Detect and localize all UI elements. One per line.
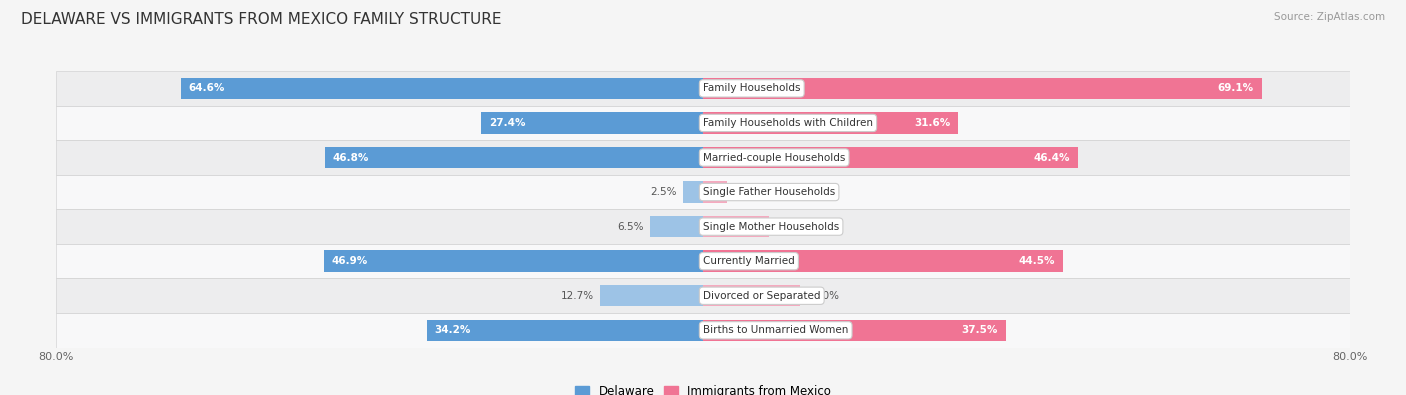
Bar	[600, 285, 703, 307]
Text: Divorced or Separated: Divorced or Separated	[703, 291, 821, 301]
Text: 12.7%: 12.7%	[561, 291, 593, 301]
Bar	[56, 140, 1350, 175]
Bar	[703, 112, 959, 134]
Text: 34.2%: 34.2%	[434, 325, 471, 335]
Text: 3.0%: 3.0%	[734, 187, 761, 197]
Bar	[703, 78, 1261, 99]
Bar	[56, 278, 1350, 313]
Text: DELAWARE VS IMMIGRANTS FROM MEXICO FAMILY STRUCTURE: DELAWARE VS IMMIGRANTS FROM MEXICO FAMIL…	[21, 12, 502, 27]
Bar	[703, 250, 1063, 272]
Bar	[481, 112, 703, 134]
Text: Currently Married: Currently Married	[703, 256, 794, 266]
Legend: Delaware, Immigrants from Mexico: Delaware, Immigrants from Mexico	[569, 380, 837, 395]
Text: 12.0%: 12.0%	[807, 291, 839, 301]
Bar	[703, 320, 1007, 341]
Text: 69.1%: 69.1%	[1218, 83, 1254, 93]
Text: 37.5%: 37.5%	[962, 325, 998, 335]
Text: 6.5%: 6.5%	[617, 222, 644, 231]
Text: Family Households with Children: Family Households with Children	[703, 118, 873, 128]
Bar	[56, 313, 1350, 348]
Bar	[703, 216, 769, 237]
Bar	[56, 105, 1350, 140]
Bar	[651, 216, 703, 237]
Bar	[703, 147, 1078, 168]
Text: 64.6%: 64.6%	[188, 83, 225, 93]
Text: 46.9%: 46.9%	[332, 256, 368, 266]
Text: 27.4%: 27.4%	[489, 118, 526, 128]
Text: Single Father Households: Single Father Households	[703, 187, 835, 197]
Bar	[703, 181, 727, 203]
Text: 44.5%: 44.5%	[1018, 256, 1054, 266]
Bar	[56, 175, 1350, 209]
Bar	[323, 250, 703, 272]
Text: Married-couple Households: Married-couple Households	[703, 152, 845, 162]
Text: 31.6%: 31.6%	[914, 118, 950, 128]
Bar	[325, 147, 703, 168]
Text: Births to Unmarried Women: Births to Unmarried Women	[703, 325, 848, 335]
Bar	[426, 320, 703, 341]
Text: Single Mother Households: Single Mother Households	[703, 222, 839, 231]
Text: 8.2%: 8.2%	[776, 222, 803, 231]
Text: 46.8%: 46.8%	[333, 152, 370, 162]
Bar	[56, 244, 1350, 278]
Bar	[683, 181, 703, 203]
Bar	[56, 71, 1350, 105]
Bar	[703, 285, 800, 307]
Text: 46.4%: 46.4%	[1033, 152, 1070, 162]
Text: 2.5%: 2.5%	[650, 187, 676, 197]
Bar	[56, 209, 1350, 244]
Bar	[181, 78, 703, 99]
Text: Source: ZipAtlas.com: Source: ZipAtlas.com	[1274, 12, 1385, 22]
Text: Family Households: Family Households	[703, 83, 800, 93]
